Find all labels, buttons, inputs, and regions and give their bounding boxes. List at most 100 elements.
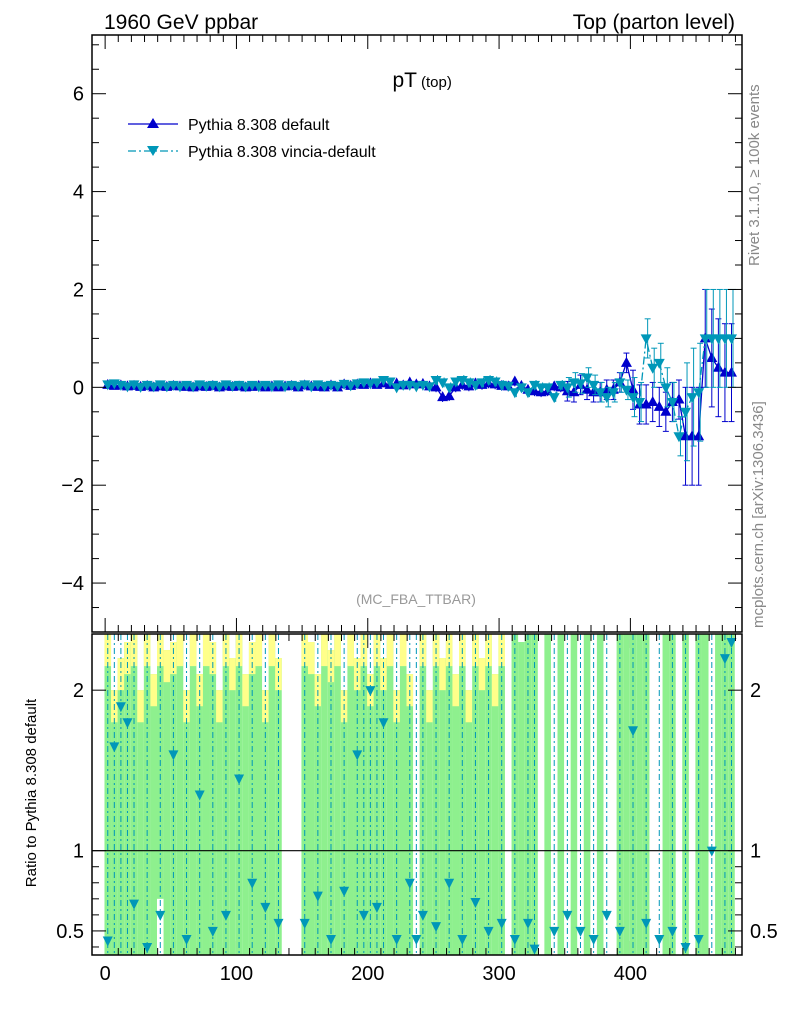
data-point	[634, 398, 646, 409]
data-point	[588, 380, 600, 391]
data-point	[614, 378, 626, 389]
uncertainty-band-outer	[347, 634, 354, 667]
ratio-point	[404, 878, 415, 889]
ratio-point	[549, 926, 560, 937]
data-point	[371, 378, 383, 389]
ratio-point	[522, 918, 533, 929]
uncertainty-band	[432, 634, 440, 955]
ratio-y-tick-label: 1	[73, 841, 84, 863]
uncertainty-band	[459, 634, 466, 955]
uncertainty-band	[216, 690, 223, 955]
ratio-point	[509, 934, 520, 945]
data-point	[673, 432, 685, 443]
ratio-point	[719, 654, 730, 665]
legend-label-vincia: Pythia 8.308 vincia-default	[188, 144, 376, 161]
uncertainty-band	[570, 634, 578, 955]
ratio-y-tick-label-right: 2	[750, 680, 761, 702]
ratio-point	[365, 686, 376, 697]
ratio-point	[470, 898, 481, 909]
data-point	[476, 378, 488, 389]
data-point	[161, 382, 173, 393]
ratio-point	[260, 902, 271, 913]
y-tick-label: 6	[73, 84, 84, 106]
ratio-point	[496, 918, 507, 929]
uncertainty-band	[557, 634, 565, 955]
ratio-ylabel: Ratio to Pythia 8.308 default	[23, 698, 40, 887]
x-tick-label: 300	[482, 963, 515, 985]
data-point	[693, 388, 705, 399]
ratio-point	[588, 934, 599, 945]
data-point	[279, 382, 291, 393]
data-point	[200, 381, 212, 392]
uncertainty-band	[189, 634, 197, 955]
uncertainty-band	[524, 634, 532, 955]
main-panel: −4 −2 0 2 4 6 pT (top) (MC_FBA_TTBAR) Pythia …	[61, 34, 743, 955]
data-point	[680, 407, 692, 418]
y-tick-label: −4	[61, 573, 84, 595]
uncertainty-band	[715, 634, 722, 955]
ratio-point	[483, 926, 494, 937]
ratio-point	[325, 934, 336, 945]
ratio-point	[601, 910, 612, 921]
ratio-point	[207, 926, 218, 937]
data-point	[561, 383, 573, 394]
data-point	[647, 363, 659, 374]
uncertainty-band	[478, 658, 486, 955]
ratio-point	[194, 790, 205, 801]
data-point	[364, 379, 376, 390]
uncertainty-band-outer	[426, 690, 433, 723]
ratio-point	[168, 750, 179, 761]
uncertainty-band-outer	[189, 634, 197, 667]
uncertainty-band-outer	[255, 634, 263, 667]
data-point	[443, 390, 455, 401]
uncertainty-band	[616, 634, 624, 955]
uncertainty-band	[314, 674, 322, 955]
uncertainty-band	[531, 634, 538, 955]
uncertainty-band	[130, 634, 138, 955]
data-point	[601, 393, 613, 404]
uncertainty-band	[176, 634, 184, 955]
uncertainty-band-outer	[308, 642, 315, 675]
data-point	[121, 382, 133, 393]
uncertainty-band	[636, 634, 643, 955]
uncertainty-band-outer	[176, 634, 184, 667]
data-point	[548, 380, 560, 391]
data-point	[660, 383, 672, 394]
data-point	[620, 356, 632, 367]
data-point	[253, 382, 265, 393]
data-point	[187, 382, 199, 393]
uncertainty-band-outer	[465, 690, 473, 723]
ratio-point	[142, 942, 153, 953]
mcplots-label: mcplots.cern.ch [arXiv:1306.3436]	[750, 401, 767, 628]
uncertainty-band	[321, 634, 328, 955]
data-point	[345, 381, 357, 392]
ratio-point	[299, 918, 310, 929]
uncertainty-band	[623, 634, 630, 955]
legend-label-default: Pythia 8.308 default	[188, 117, 330, 134]
data-point	[437, 378, 449, 389]
data-point	[627, 383, 639, 394]
ratio-point	[680, 942, 691, 953]
y-tick-label: 0	[73, 377, 84, 399]
data-point	[332, 381, 344, 392]
uncertainty-band	[682, 634, 689, 955]
uncertainty-band	[202, 634, 210, 955]
uncertainty-band	[347, 634, 354, 955]
ratio-point	[706, 846, 717, 857]
uncertainty-band	[544, 634, 551, 955]
uncertainty-band	[340, 690, 348, 955]
data-point	[653, 358, 665, 369]
y-tick-label: 2	[73, 279, 84, 301]
ratio-point	[562, 910, 573, 921]
uncertainty-band-outer	[380, 658, 387, 691]
ratio-y-tick-label: 2	[73, 680, 84, 702]
uncertainty-band	[721, 634, 729, 955]
ratio-point	[358, 910, 369, 921]
ratio-point	[391, 934, 402, 945]
data-point	[227, 381, 239, 392]
x-tick-label: 100	[220, 963, 253, 985]
uncertainty-band	[111, 690, 118, 955]
y-tick-label: 4	[73, 182, 84, 204]
ratio-point	[102, 936, 113, 947]
uncertainty-band-outer	[275, 658, 282, 691]
